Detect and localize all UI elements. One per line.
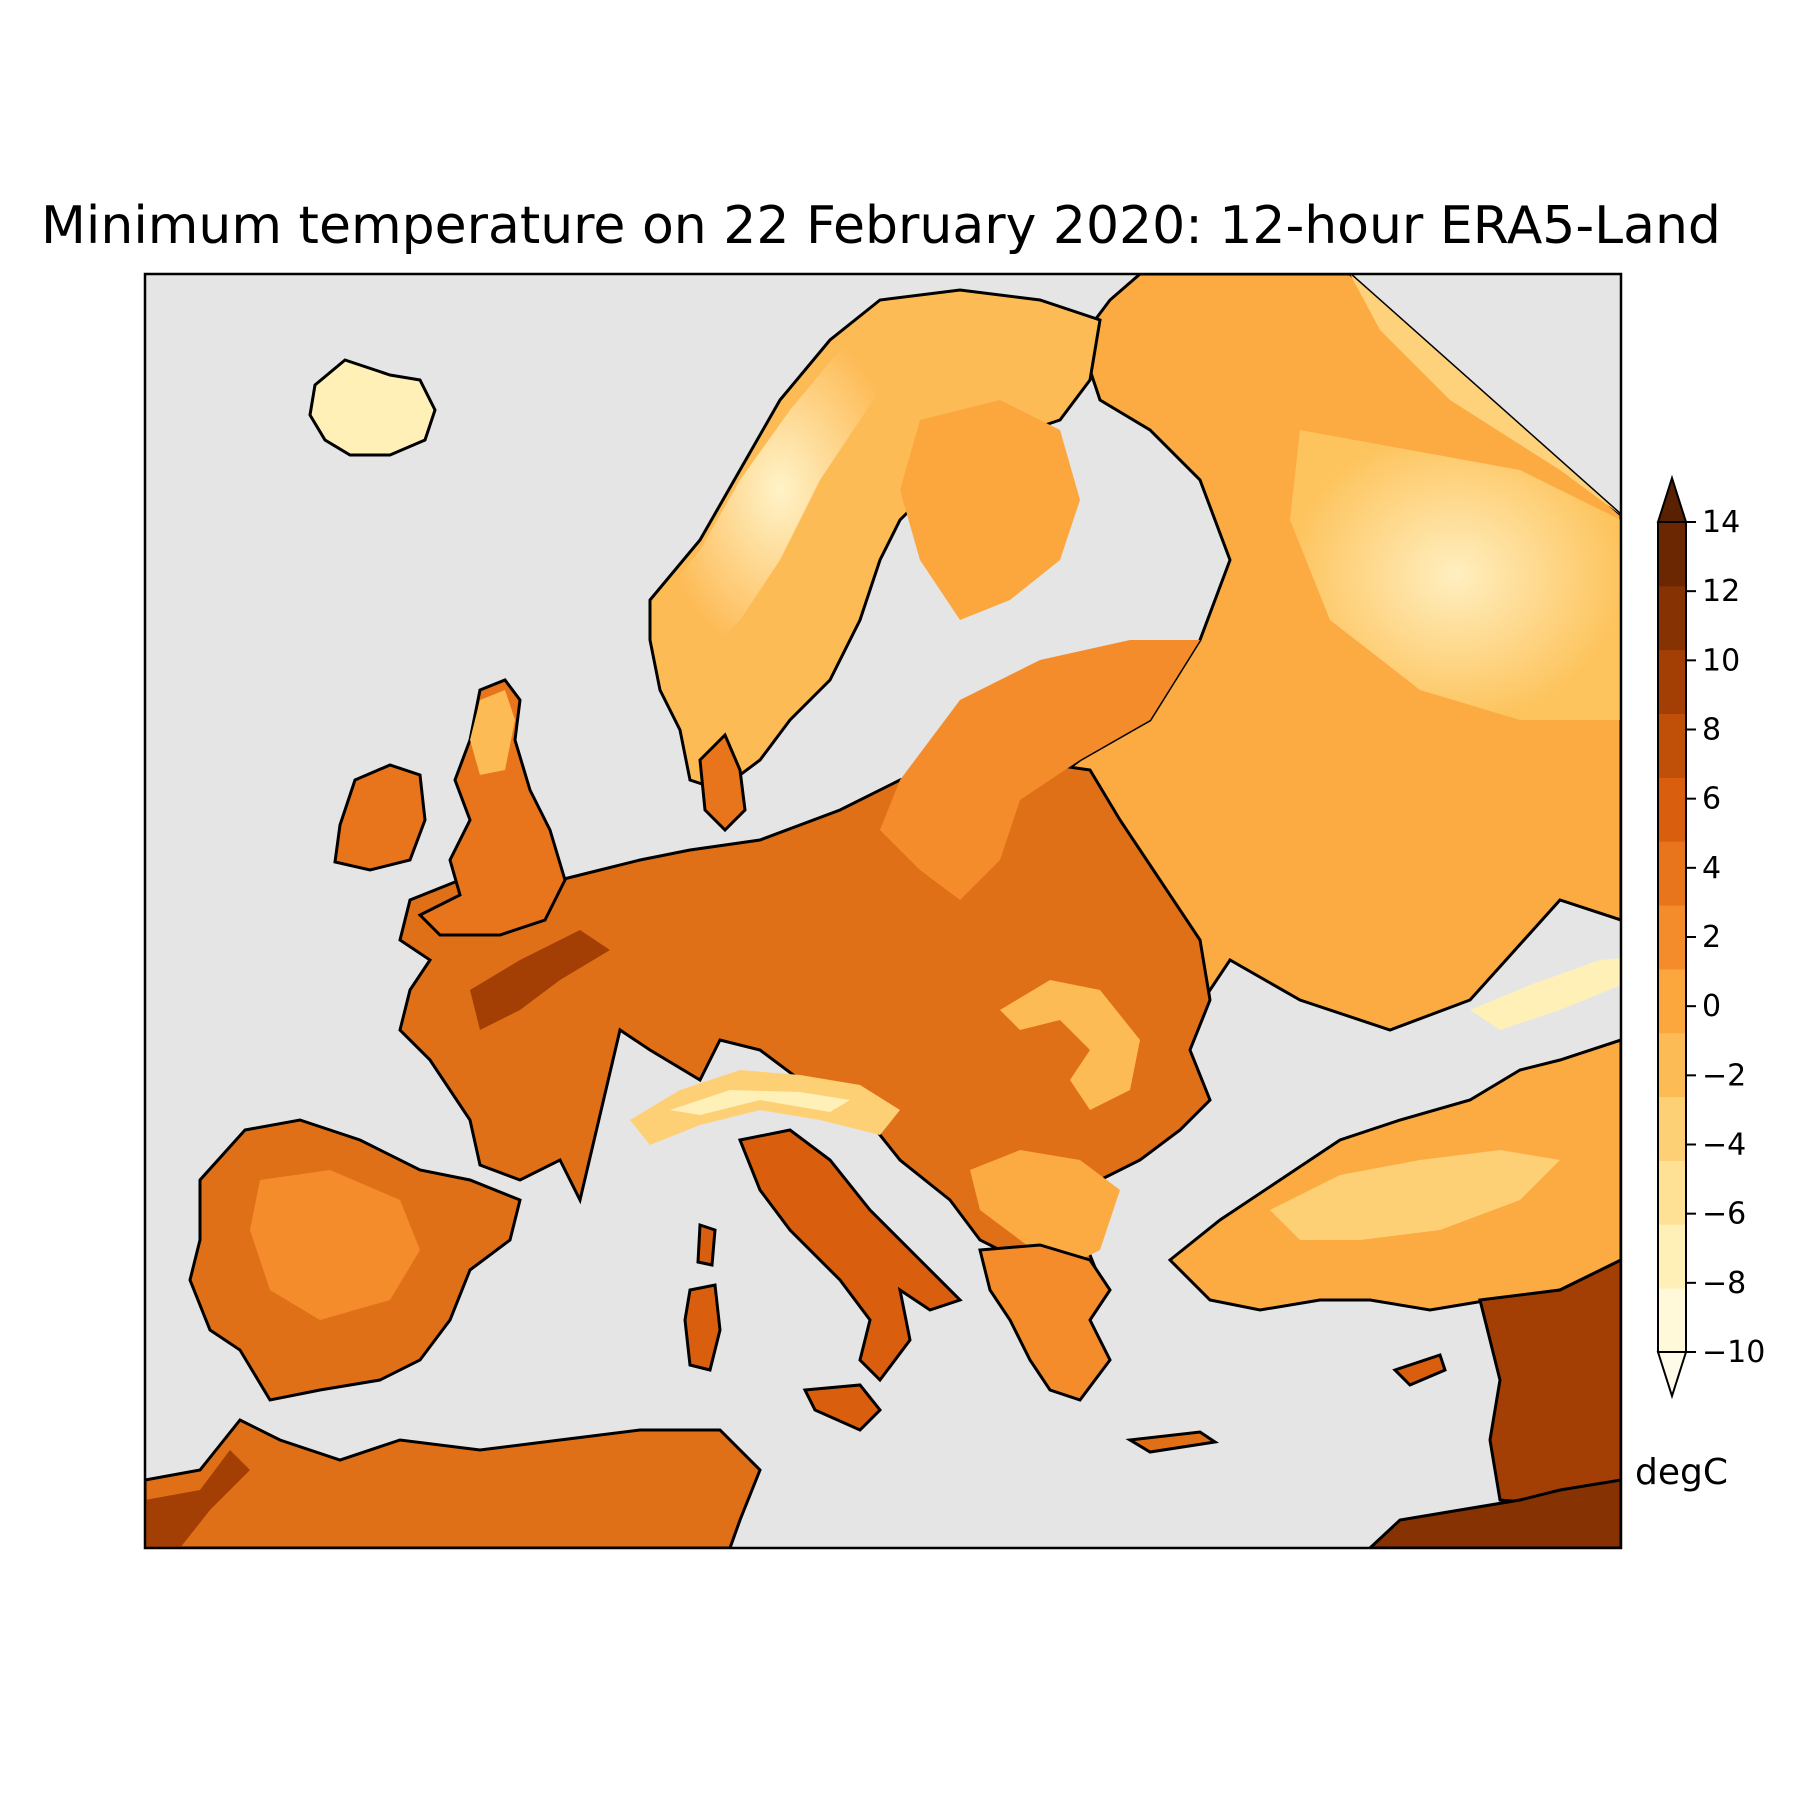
colorbar-tick-label: 2 bbox=[1702, 920, 1721, 955]
norway-cold-mountains bbox=[660, 320, 900, 660]
colorbar-band bbox=[1658, 1096, 1686, 1161]
colorbar-extend-min bbox=[1656, 1351, 1688, 1400]
land-corsica bbox=[696, 1222, 717, 1267]
colorbar-band bbox=[1658, 968, 1686, 1034]
land-levant bbox=[1478, 1258, 1621, 1507]
north-africa-warm bbox=[145, 1450, 250, 1548]
russia-cold-zone bbox=[1290, 430, 1621, 720]
colorbar-tick-label: 12 bbox=[1702, 574, 1740, 609]
colorbar-tick-label: 6 bbox=[1702, 782, 1721, 817]
land-greece bbox=[978, 1243, 1112, 1402]
colorbar: 14 12 10 8 6 4 2 0 −2 −4 −6 −8 −10 bbox=[1656, 474, 1765, 1400]
colorbar-band bbox=[1658, 777, 1686, 842]
land-egypt-corner bbox=[1367, 1478, 1621, 1548]
colorbar-tick-label: 8 bbox=[1702, 713, 1721, 748]
colorbar-unit-label: degC bbox=[1635, 1452, 1728, 1493]
alps-cold-ridge bbox=[630, 1070, 900, 1145]
land-crete bbox=[1125, 1430, 1220, 1454]
colorbar-band bbox=[1658, 1224, 1686, 1289]
land-sicily bbox=[802, 1383, 883, 1432]
colorbar-tick-label: −8 bbox=[1702, 1266, 1746, 1301]
colorbar-tick-label: 4 bbox=[1702, 851, 1721, 886]
colorbar-band bbox=[1658, 1032, 1686, 1098]
land-great-britain bbox=[417, 678, 567, 937]
colorbar-band bbox=[1658, 649, 1686, 715]
land-north-africa bbox=[145, 1418, 762, 1548]
scotland-cool bbox=[470, 690, 515, 775]
map-frame bbox=[143, 272, 1623, 1550]
land-iceland bbox=[308, 358, 437, 457]
colorbar-band bbox=[1658, 905, 1686, 970]
colorbar-band bbox=[1658, 522, 1686, 587]
finland-land bbox=[900, 400, 1080, 620]
russia-cold-zone-north bbox=[1350, 274, 1621, 515]
land-eastern-plain bbox=[880, 640, 1200, 900]
carpathians-ridge bbox=[1000, 980, 1140, 1110]
land-sardinia bbox=[683, 1283, 722, 1372]
colorbar-tick-label: −4 bbox=[1702, 1128, 1746, 1163]
land-denmark bbox=[698, 732, 747, 833]
colorbar-tick-label: 0 bbox=[1702, 989, 1721, 1024]
land-italy bbox=[737, 1128, 963, 1383]
colorbar-tick-label: 14 bbox=[1702, 505, 1740, 540]
colorbar-extend-max bbox=[1656, 474, 1688, 523]
colorbar-band bbox=[1658, 585, 1686, 651]
colorbar-tick-label: −2 bbox=[1702, 1058, 1746, 1093]
colorbar-tick-label: −6 bbox=[1702, 1197, 1746, 1232]
colorbar-tick-label: −10 bbox=[1702, 1335, 1765, 1370]
alps-core bbox=[670, 1090, 850, 1115]
colorbar-band bbox=[1658, 1288, 1686, 1353]
colorbar-band bbox=[1658, 841, 1686, 906]
balkans-highlands bbox=[970, 1150, 1120, 1270]
caucasus-cold bbox=[1470, 958, 1621, 1030]
land-temperature-field bbox=[145, 274, 1621, 1548]
colorbar-band bbox=[1658, 713, 1686, 778]
land-cyprus bbox=[1392, 1353, 1447, 1387]
iberia-meseta bbox=[250, 1170, 420, 1320]
colorbar-tick-label: 10 bbox=[1702, 643, 1740, 678]
colorbar-band bbox=[1658, 1160, 1686, 1225]
anatolia-plateau bbox=[1270, 1150, 1560, 1240]
land-ireland bbox=[333, 763, 427, 872]
france-warm-west bbox=[470, 930, 610, 1030]
map-title: Minimum temperature on 22 February 2020:… bbox=[41, 196, 1721, 256]
